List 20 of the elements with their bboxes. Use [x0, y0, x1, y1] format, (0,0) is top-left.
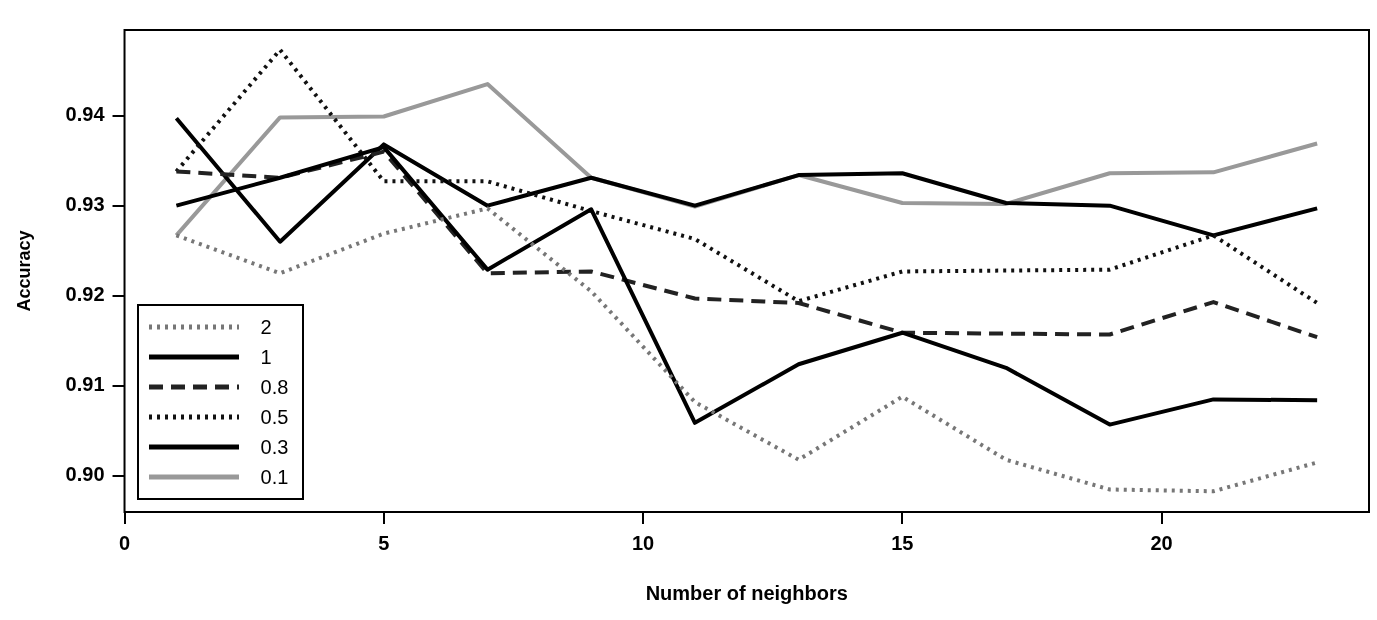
y-tick-label: 0.91 — [65, 373, 105, 396]
legend-label: 0.5 — [260, 405, 289, 429]
y-tick-label: 0.93 — [65, 193, 105, 216]
legend-label: 0.3 — [260, 435, 289, 459]
x-tick-label: 0 — [118, 531, 131, 554]
line-series — [174, 149, 1320, 340]
x-tick-label: 5 — [378, 531, 390, 554]
x-tick-label: 10 — [631, 531, 655, 554]
legend-label: 0.1 — [260, 465, 289, 489]
y-tick-label: 0.92 — [65, 283, 105, 306]
legend-label: 0.8 — [260, 375, 289, 399]
legend-label: 2 — [260, 315, 272, 339]
y-tick-label: 0.94 — [65, 103, 106, 126]
x-axis-title: Number of neighbors — [645, 581, 848, 604]
line-series — [174, 47, 1320, 305]
x-tick-label: 15 — [891, 531, 914, 554]
y-tick-label: 0.90 — [65, 463, 105, 486]
legend-label: 1 — [260, 345, 272, 369]
x-tick-label: 20 — [1150, 531, 1173, 554]
y-axis-title: Accuracy — [13, 230, 34, 312]
